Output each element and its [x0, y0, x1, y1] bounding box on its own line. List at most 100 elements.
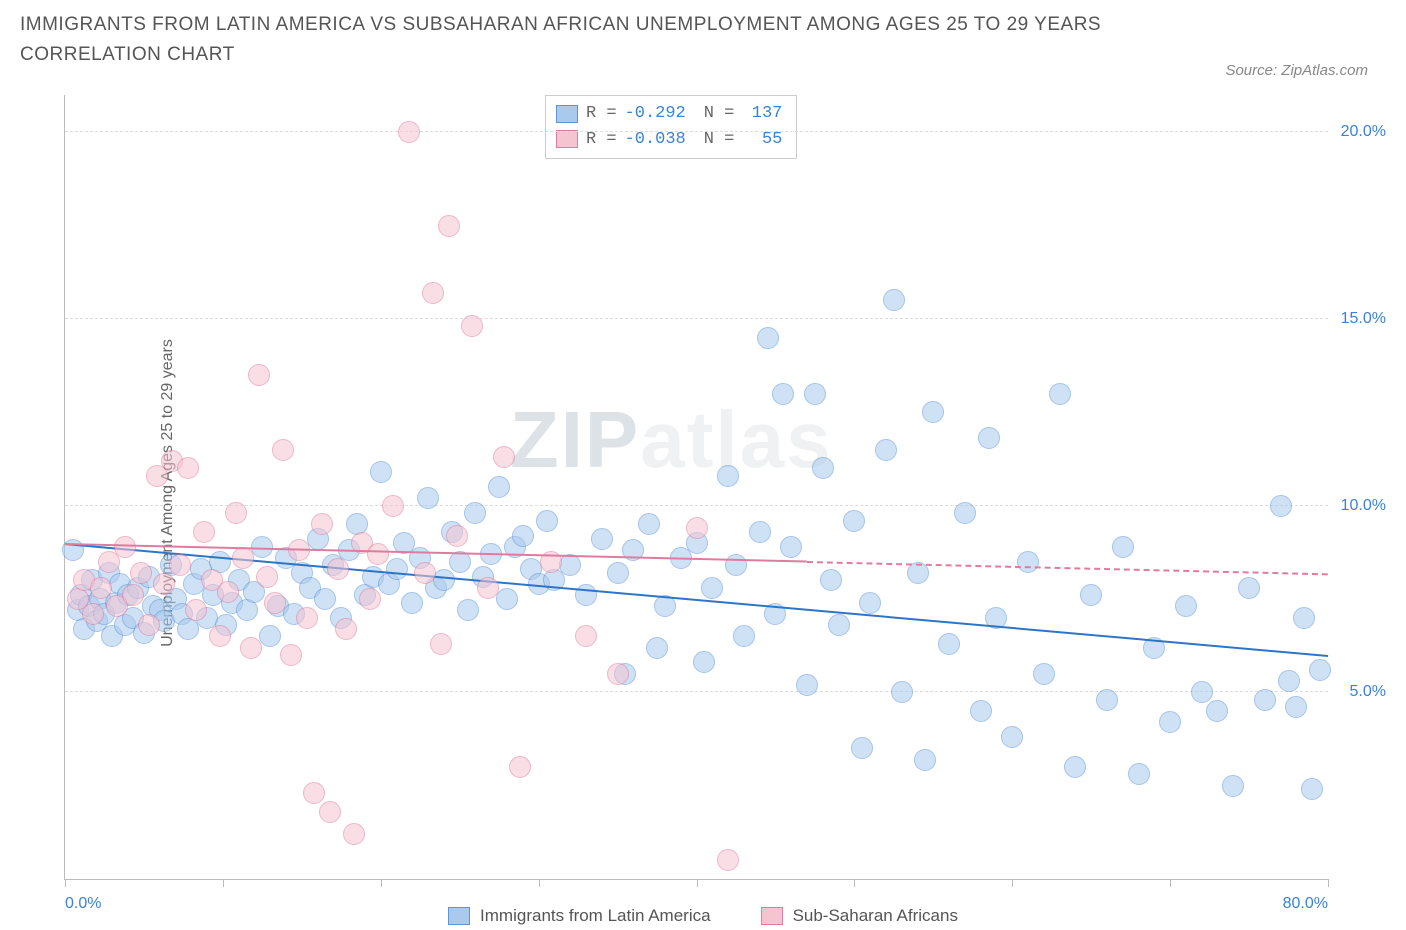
scatter-point	[296, 607, 318, 629]
scatter-point	[1175, 595, 1197, 617]
scatter-point	[114, 536, 136, 558]
scatter-point	[1238, 577, 1260, 599]
x-tick	[65, 879, 66, 887]
scatter-point	[386, 558, 408, 580]
scatter-point	[978, 427, 1000, 449]
stats-legend: R =-0.292N =137R =-0.038N =55	[545, 95, 797, 159]
scatter-point	[1285, 696, 1307, 718]
legend-swatch	[556, 130, 578, 148]
plot-area: ZIPatlas R =-0.292N =137R =-0.038N =55 5…	[64, 95, 1328, 880]
scatter-point	[493, 446, 515, 468]
scatter-point	[430, 633, 452, 655]
scatter-point	[422, 282, 444, 304]
scatter-point	[177, 457, 199, 479]
stat-r-value: -0.292	[625, 101, 686, 127]
gridline-h	[65, 691, 1328, 692]
scatter-point	[914, 749, 936, 771]
scatter-point	[812, 457, 834, 479]
source-attribution: Source: ZipAtlas.com	[1225, 62, 1368, 79]
chart-title: IMMIGRANTS FROM LATIN AMERICA VS SUBSAHA…	[20, 10, 1170, 71]
scatter-point	[1159, 711, 1181, 733]
scatter-point	[1191, 681, 1213, 703]
scatter-point	[153, 573, 175, 595]
scatter-point	[875, 439, 897, 461]
scatter-point	[638, 513, 660, 535]
legend-label: Immigrants from Latin America	[480, 906, 711, 926]
scatter-point	[1096, 689, 1118, 711]
y-tick-label: 15.0%	[1341, 310, 1386, 328]
stat-n-value: 55	[742, 127, 782, 153]
scatter-point	[319, 801, 341, 823]
scatter-point	[804, 383, 826, 405]
x-tick	[854, 879, 855, 887]
scatter-point	[264, 592, 286, 614]
legend-swatch	[556, 105, 578, 123]
scatter-point	[303, 782, 325, 804]
scatter-point	[1112, 536, 1134, 558]
scatter-point	[417, 487, 439, 509]
scatter-point	[248, 364, 270, 386]
scatter-point	[717, 849, 739, 871]
x-tick	[1012, 879, 1013, 887]
scatter-point	[280, 644, 302, 666]
scatter-point	[843, 510, 865, 532]
scatter-point	[1254, 689, 1276, 711]
scatter-point	[90, 577, 112, 599]
scatter-point	[1270, 495, 1292, 517]
scatter-point	[122, 584, 144, 606]
stat-n-value: 137	[742, 101, 782, 127]
scatter-point	[272, 439, 294, 461]
stats-row: R =-0.038N =55	[556, 127, 782, 153]
scatter-point	[891, 681, 913, 703]
scatter-point	[232, 547, 254, 569]
y-tick-label: 5.0%	[1350, 683, 1386, 701]
scatter-point	[335, 618, 357, 640]
scatter-point	[607, 663, 629, 685]
scatter-point	[398, 121, 420, 143]
x-tick	[223, 879, 224, 887]
scatter-point	[370, 461, 392, 483]
y-tick-label: 10.0%	[1341, 497, 1386, 515]
scatter-point	[240, 637, 262, 659]
scatter-point	[464, 502, 486, 524]
legend-swatch	[761, 907, 783, 925]
scatter-point	[1206, 700, 1228, 722]
scatter-point	[701, 577, 723, 599]
scatter-point	[1278, 670, 1300, 692]
scatter-point	[575, 625, 597, 647]
scatter-point	[646, 637, 668, 659]
legend-label: Sub-Saharan Africans	[793, 906, 958, 926]
scatter-point	[446, 525, 468, 547]
legend-item: Sub-Saharan Africans	[761, 906, 958, 926]
series-legend: Immigrants from Latin America Sub-Saharan…	[0, 906, 1406, 926]
x-tick	[1170, 879, 1171, 887]
scatter-point	[1128, 763, 1150, 785]
scatter-point	[433, 569, 455, 591]
scatter-point	[1309, 659, 1331, 681]
scatter-point	[938, 633, 960, 655]
scatter-point	[509, 756, 531, 778]
scatter-point	[401, 592, 423, 614]
scatter-point	[1033, 663, 1055, 685]
gridline-h	[65, 505, 1328, 506]
scatter-point	[559, 554, 581, 576]
scatter-point	[536, 510, 558, 532]
scatter-point	[954, 502, 976, 524]
watermark: ZIPatlas	[510, 394, 833, 486]
scatter-point	[457, 599, 479, 621]
scatter-point	[1064, 756, 1086, 778]
scatter-point	[1222, 775, 1244, 797]
stat-n-label: N =	[704, 101, 735, 127]
scatter-point	[851, 737, 873, 759]
scatter-point	[1080, 584, 1102, 606]
scatter-point	[193, 521, 215, 543]
scatter-point	[488, 476, 510, 498]
stats-row: R =-0.292N =137	[556, 101, 782, 127]
scatter-point	[820, 569, 842, 591]
scatter-point	[185, 599, 207, 621]
scatter-point	[367, 543, 389, 565]
scatter-point	[414, 562, 436, 584]
scatter-point	[169, 554, 191, 576]
gridline-h	[65, 131, 1328, 132]
legend-item: Immigrants from Latin America	[448, 906, 711, 926]
